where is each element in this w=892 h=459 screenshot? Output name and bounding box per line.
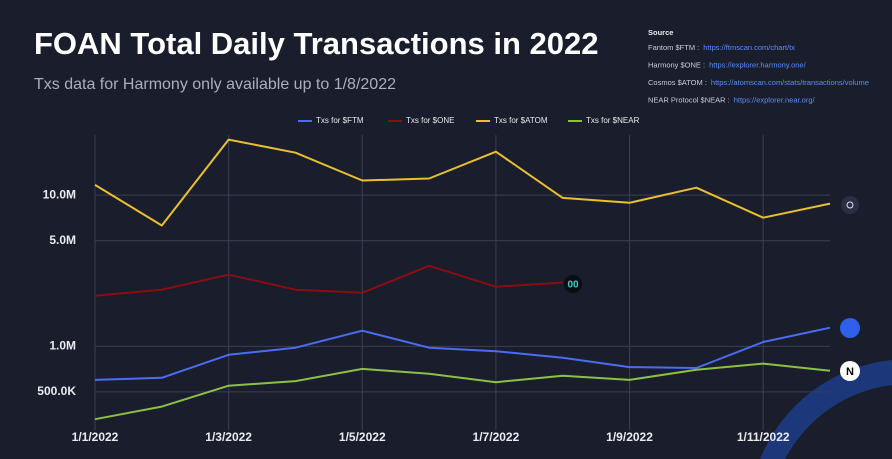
- legend-label: Txs for $NEAR: [586, 116, 640, 125]
- series-line: [94, 362, 831, 421]
- one-icon-glyph: 00: [567, 280, 579, 291]
- atom-icon-core: [846, 201, 854, 209]
- near-icon-glyph: N: [846, 366, 854, 378]
- near-icon: [840, 361, 860, 381]
- y-tick-label: 500.0K: [37, 384, 76, 398]
- source-block: Source Fantom $FTM : https://ftmscan.com/c…: [648, 28, 869, 105]
- x-tick-label: 1/1/2022: [72, 430, 119, 444]
- source-label: Harmony $ONE :: [648, 60, 705, 69]
- source-url: https://ftmscan.com/chart/tx: [703, 43, 795, 52]
- source-url: https://explorer.near.org/: [734, 95, 816, 104]
- source-title: Source: [648, 28, 673, 37]
- x-tick-label: 1/11/2022: [737, 430, 790, 444]
- series-line: [94, 326, 831, 381]
- y-tick-label: 5.0M: [49, 233, 76, 247]
- legend-label: Txs for $ONE: [406, 116, 454, 125]
- one-icon: [564, 275, 582, 293]
- y-tick-label: 1.0M: [49, 339, 76, 353]
- y-tick-label: 10.0M: [43, 187, 76, 201]
- atom-icon: [841, 196, 859, 214]
- source-label: Fantom $FTM :: [648, 43, 699, 52]
- ftm-icon: [840, 318, 860, 338]
- x-tick-label: 1/3/2022: [205, 430, 252, 444]
- series-line: [94, 138, 831, 227]
- source-label: Cosmos $ATOM :: [648, 78, 707, 87]
- chart-subtitle: Txs data for Harmony only available up t…: [34, 76, 396, 93]
- x-tick-label: 1/7/2022: [473, 430, 520, 444]
- series-line: [94, 264, 563, 297]
- chart-title: FOAN Total Daily Transactions in 2022: [34, 26, 598, 61]
- legend-label: Txs for $ATOM: [494, 116, 548, 125]
- x-tick-label: 1/9/2022: [606, 430, 653, 444]
- x-tick-label: 1/5/2022: [339, 430, 386, 444]
- legend-label: Txs for $FTM: [316, 116, 364, 125]
- decor-arc: [760, 360, 892, 459]
- source-url: https://explorer.harmony.one/: [709, 60, 806, 69]
- source-label: NEAR Protocol $NEAR :: [648, 95, 730, 104]
- source-url: https://atomscan.com/stats/transactions/…: [711, 78, 869, 87]
- series-icons: 00 N: [564, 196, 860, 381]
